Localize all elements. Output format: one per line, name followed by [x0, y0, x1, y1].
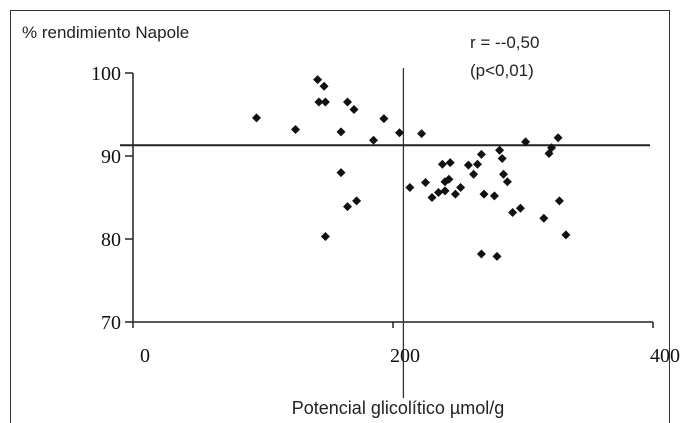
data-point	[499, 169, 508, 179]
y-tick-label: 100	[91, 63, 121, 85]
data-point	[405, 183, 415, 193]
data-point	[336, 127, 346, 137]
data-point	[336, 168, 346, 178]
data-point	[437, 159, 447, 169]
data-point	[349, 105, 359, 115]
data-point	[521, 137, 531, 147]
data-point	[502, 177, 512, 187]
data-point	[343, 202, 352, 212]
data-point	[554, 196, 564, 206]
data-point	[492, 251, 502, 261]
data-point	[561, 230, 571, 240]
data-point	[313, 75, 323, 85]
data-point	[440, 186, 450, 196]
data-point	[343, 97, 352, 107]
data-point	[352, 196, 362, 206]
data-point	[508, 207, 518, 217]
data-point	[469, 169, 479, 179]
data-point	[319, 81, 329, 91]
data-points	[252, 75, 571, 261]
data-point	[495, 145, 505, 155]
y-tick-label: 70	[101, 312, 121, 334]
tick-labels: 70 80 90 100 0 200 400	[91, 63, 680, 367]
data-point	[476, 249, 486, 259]
data-point	[445, 158, 455, 168]
data-point	[314, 97, 324, 107]
x-tick-label: 200	[390, 345, 420, 367]
data-point	[515, 203, 525, 213]
data-point	[463, 160, 473, 170]
x-tick-label: 0	[140, 345, 150, 367]
chart-frame	[10, 10, 670, 423]
data-point	[476, 149, 486, 159]
data-point	[427, 193, 437, 202]
reference-lines	[120, 68, 650, 398]
data-point	[369, 135, 378, 145]
y-tick-label: 80	[101, 229, 121, 251]
data-point	[291, 124, 300, 134]
data-point	[489, 191, 499, 201]
data-point	[539, 213, 549, 223]
data-point	[473, 159, 482, 169]
correlation-label: r = --0,50	[470, 33, 539, 52]
data-point	[252, 113, 261, 123]
data-point	[320, 232, 330, 242]
x-tick-label: 400	[650, 345, 680, 367]
data-point	[417, 129, 427, 139]
y-axis-title: % rendimiento Napole	[22, 23, 189, 42]
data-point	[444, 174, 454, 184]
data-point	[547, 143, 557, 153]
data-point	[421, 178, 430, 188]
data-point	[479, 189, 489, 199]
axes	[125, 72, 654, 328]
p-value-label: (p<0,01)	[470, 61, 534, 80]
data-point	[379, 114, 389, 124]
data-point	[320, 97, 330, 107]
x-axis-title: Potencial glicolítico µmol/g	[292, 398, 504, 418]
data-point	[395, 128, 404, 138]
data-point	[456, 183, 466, 193]
data-point	[450, 189, 460, 199]
data-point	[497, 153, 507, 163]
y-tick-label: 90	[101, 146, 121, 168]
data-point	[553, 133, 563, 143]
data-point	[434, 188, 443, 198]
